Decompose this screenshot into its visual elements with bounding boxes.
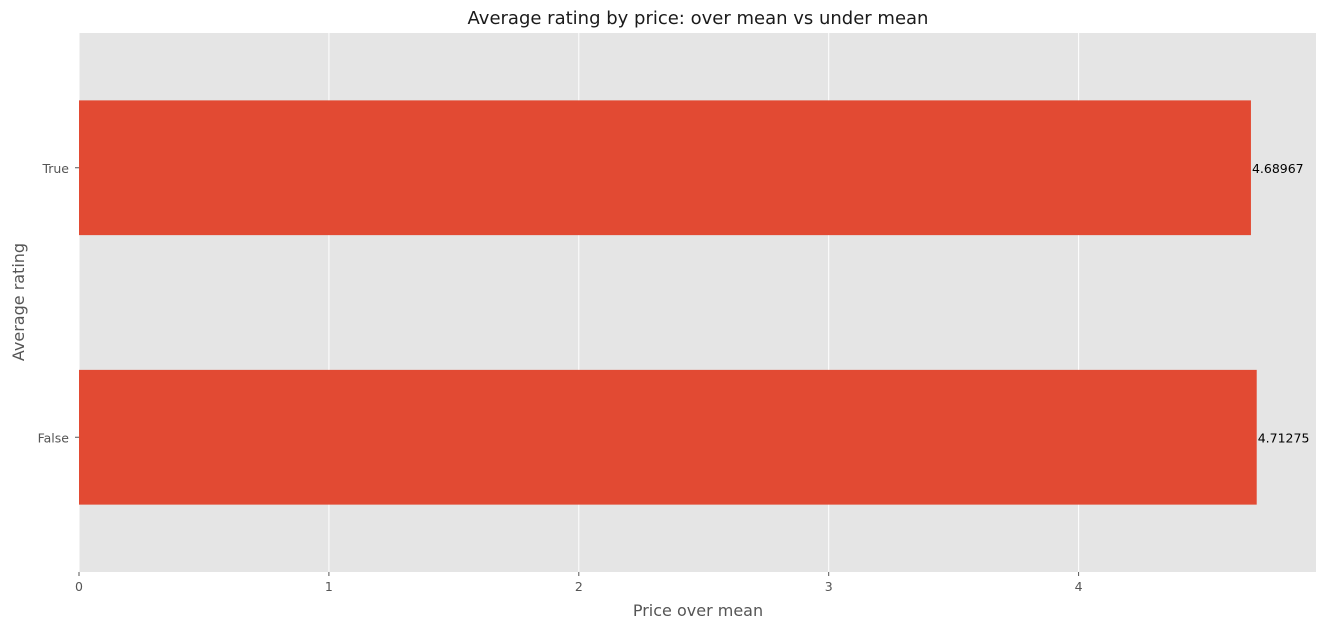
y-tick-label: False [38, 430, 70, 445]
bar-value-label: 4.71275 [1258, 430, 1310, 445]
bars [79, 100, 1257, 505]
bar [79, 369, 1257, 505]
y-tick-label: True [41, 161, 69, 176]
x-tick-label: 0 [75, 579, 83, 594]
bar-value-label: 4.68967 [1252, 161, 1304, 176]
x-axis-label: Price over mean [633, 601, 763, 620]
data-labels: 4.68967 4.71275 [1252, 161, 1309, 446]
x-tick-label: 3 [825, 579, 833, 594]
x-tick-label: 1 [325, 579, 333, 594]
y-axis-ticks: True False [38, 161, 79, 445]
x-axis-ticks: 0 1 2 3 4 [75, 572, 1083, 594]
y-axis-label: Average rating [9, 243, 28, 361]
x-tick-label: 2 [575, 579, 583, 594]
x-tick-label: 4 [1075, 579, 1083, 594]
bar [79, 100, 1251, 236]
chart-title: Average rating by price: over mean vs un… [468, 8, 929, 29]
